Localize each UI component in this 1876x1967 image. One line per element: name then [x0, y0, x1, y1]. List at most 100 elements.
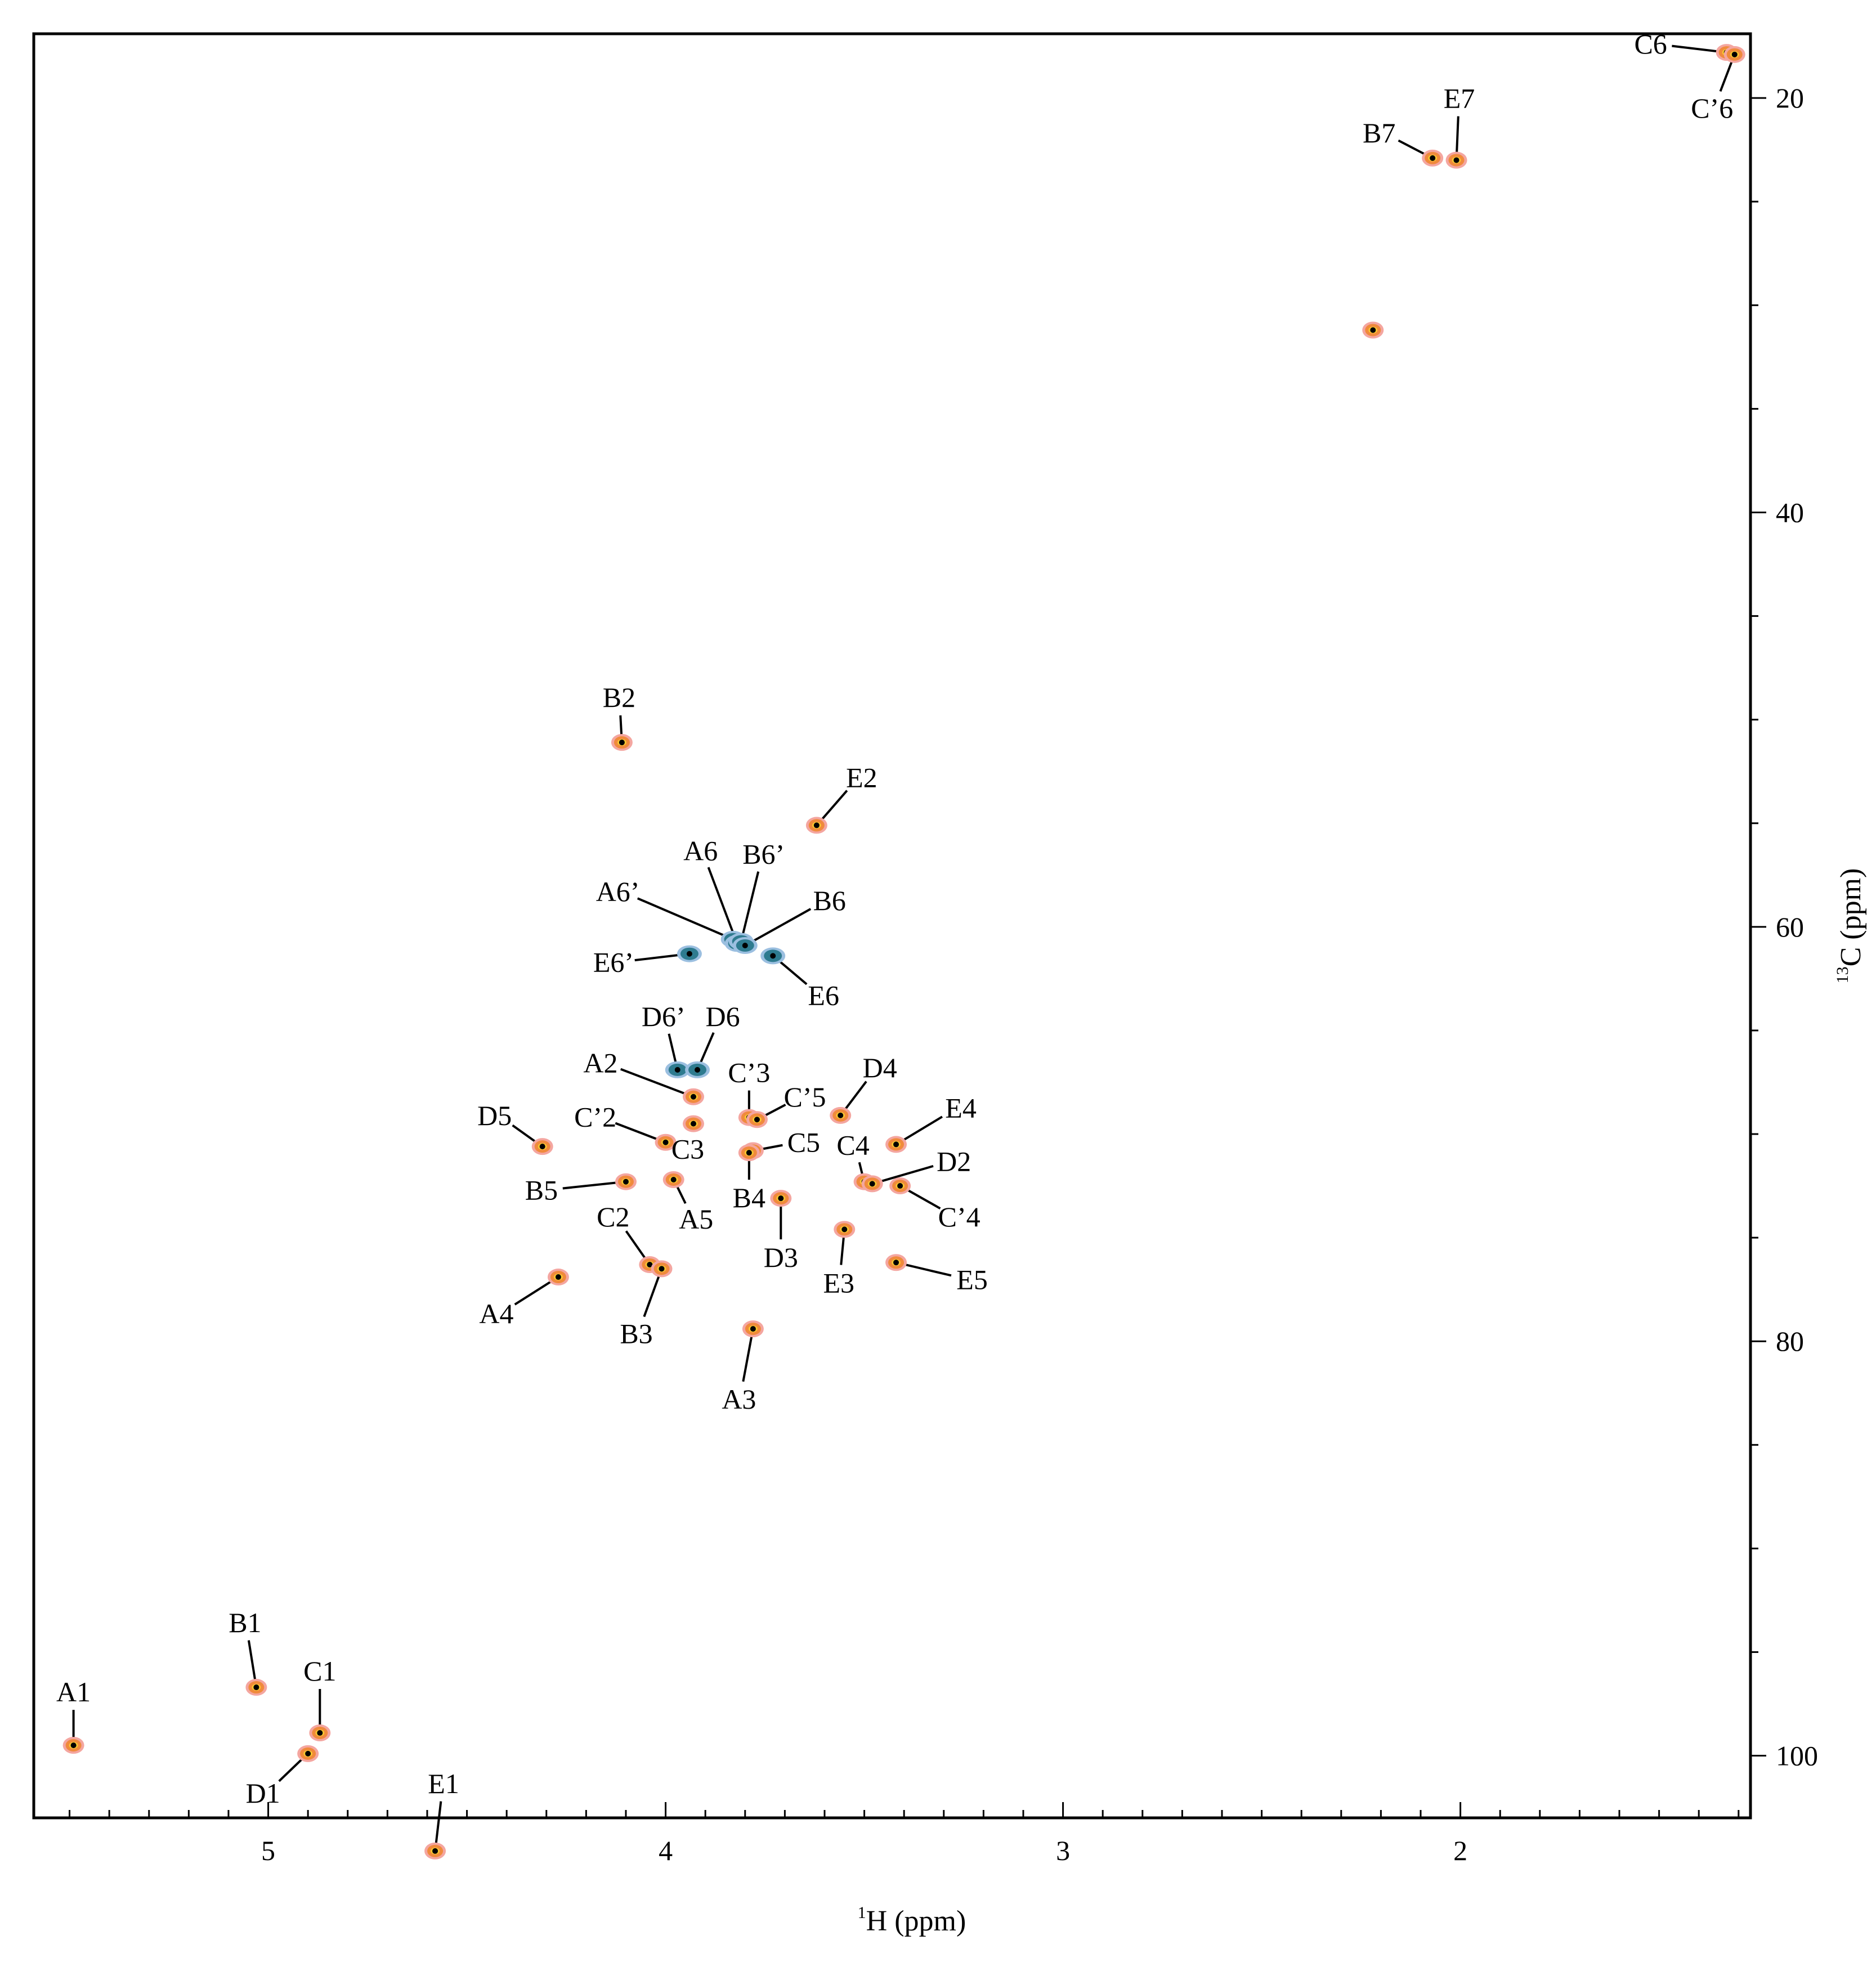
peak-marker	[841, 1226, 848, 1233]
peak-leader-line	[840, 1233, 845, 1265]
peak-label: E4	[945, 1092, 977, 1123]
peak-marker	[695, 1067, 701, 1073]
positive-peak	[1445, 151, 1467, 169]
positive-peak	[742, 1320, 764, 1338]
peak-marker	[432, 1848, 438, 1854]
peak-marker	[659, 1266, 665, 1272]
peak-marker	[1731, 51, 1738, 57]
positive-peak	[297, 1745, 319, 1762]
positive-peak	[770, 1190, 792, 1207]
peak-label: A2	[583, 1047, 617, 1079]
x-tick-label: 3	[1056, 1835, 1070, 1866]
peak-label: D2	[937, 1145, 971, 1177]
peak-label: E1	[428, 1768, 459, 1799]
peak-label: B6	[813, 885, 846, 916]
positive-peak	[62, 1737, 84, 1754]
peak-label: A3	[722, 1383, 756, 1415]
negative-peak	[677, 945, 702, 962]
peak-leader-line	[434, 1801, 442, 1848]
positive-peak	[655, 1133, 677, 1151]
peak-leader-line	[742, 1332, 754, 1382]
peak-marker	[674, 1067, 680, 1073]
peak-marker	[770, 953, 776, 959]
peak-label: D4	[863, 1052, 897, 1083]
peak-marker	[647, 1261, 653, 1267]
peak-label: C’2	[574, 1101, 616, 1133]
peak-marker	[750, 1326, 756, 1332]
positive-peak	[834, 1221, 856, 1238]
peak-marker	[1370, 327, 1376, 333]
peak-marker	[754, 1117, 760, 1123]
x-tick-label: 5	[261, 1835, 275, 1866]
peak-leader-line	[643, 1271, 662, 1318]
x-axis-ticks: 5 4 3 2	[69, 1802, 1740, 1866]
y-tick-label: 80	[1776, 1325, 1804, 1357]
peak-marker	[317, 1730, 323, 1736]
peak-leader-line	[1672, 44, 1723, 53]
peak-marker	[662, 1139, 669, 1145]
positive-peak	[1422, 149, 1444, 167]
peak-contours	[62, 44, 1745, 1860]
peak-marker	[746, 1150, 752, 1156]
peak-label: D1	[246, 1777, 280, 1809]
peak-marker	[70, 1742, 77, 1749]
y-tick-label: 60	[1776, 911, 1804, 943]
x-axis-label-sup: 1	[858, 1903, 866, 1922]
positive-peak	[1362, 321, 1384, 339]
positive-peak	[738, 1144, 760, 1162]
peak-marker	[869, 1181, 875, 1187]
peak-label: E6’	[593, 947, 634, 978]
peak-marker	[690, 1121, 696, 1127]
positive-peak	[885, 1136, 907, 1153]
peak-leader-line	[707, 867, 737, 941]
peak-label: A5	[679, 1203, 713, 1235]
peak-marker	[838, 1112, 844, 1118]
positive-peak	[531, 1138, 553, 1155]
peak-labels: A1 B1 C1 D1 E1 B2 E2 A2 C’3 C’5 D4 E4 D5 C’2 C3 C5 C4 D2 C…	[56, 28, 1733, 1809]
peak-label: A6’	[596, 876, 640, 907]
peak-marker	[1453, 157, 1459, 163]
negative-peak	[665, 1061, 690, 1078]
peak-label: D3	[764, 1242, 798, 1273]
peak-leader-line	[615, 1122, 663, 1142]
peak-leader-line	[247, 1640, 257, 1684]
peak-marker	[623, 1179, 629, 1185]
peak-marker	[778, 1195, 784, 1202]
peak-leader-line	[841, 1081, 867, 1114]
peak-label: D6’	[642, 1001, 686, 1032]
peak-leader-line	[625, 1230, 649, 1263]
peak-leader-line	[278, 1755, 307, 1782]
peak-label: C’5	[783, 1081, 826, 1113]
y-tick-label: 100	[1776, 1740, 1818, 1772]
peak-marker	[742, 942, 748, 948]
peak-leader-line	[898, 1115, 943, 1144]
peak-label: B5	[525, 1175, 558, 1206]
peak-label: A1	[56, 1676, 91, 1708]
positive-peak	[861, 1175, 883, 1193]
peak-leader-line	[668, 1033, 678, 1067]
x-tick-label: 2	[1453, 1835, 1467, 1866]
peak-label: C2	[597, 1201, 629, 1233]
peak-leader-lines	[72, 44, 1735, 1848]
peak-label: B4	[733, 1182, 765, 1213]
peak-label: B6’	[742, 839, 785, 870]
peak-label: C’3	[728, 1057, 770, 1088]
y-tick-label: 20	[1776, 82, 1804, 114]
negative-peak	[760, 947, 786, 965]
positive-peak	[830, 1106, 852, 1124]
peak-label: E2	[846, 761, 877, 793]
peak-label: A4	[479, 1298, 513, 1329]
positive-peak	[1723, 46, 1745, 63]
peak-marker	[893, 1141, 899, 1148]
peak-marker	[813, 822, 820, 828]
peak-label: B7	[1363, 117, 1395, 149]
peak-leader-line	[902, 1186, 941, 1209]
peak-leader-line	[697, 1032, 715, 1068]
peak-label: A6	[683, 835, 718, 866]
peak-marker	[893, 1260, 899, 1266]
positive-peak	[889, 1177, 911, 1195]
peak-marker	[619, 740, 625, 746]
peak-leader-line	[1719, 57, 1735, 92]
positive-peak	[611, 734, 633, 751]
